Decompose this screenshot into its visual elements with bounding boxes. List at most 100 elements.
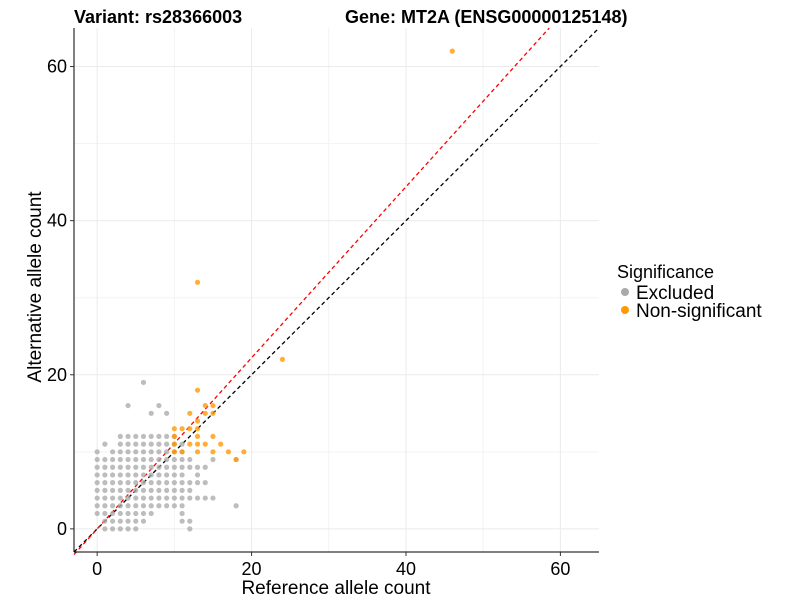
data-point-non-significant	[194, 426, 201, 432]
data-point-excluded	[148, 503, 154, 509]
data-point-excluded	[156, 456, 162, 463]
data-point-excluded	[194, 472, 201, 478]
data-point-excluded	[110, 464, 116, 470]
data-point-excluded	[156, 441, 162, 447]
x-tick-label: 0	[92, 559, 102, 579]
data-point-excluded	[194, 464, 201, 470]
data-point-excluded	[117, 495, 123, 501]
data-point-excluded	[117, 526, 123, 532]
data-point-non-significant	[171, 433, 177, 440]
data-point-excluded	[148, 480, 154, 486]
data-point-excluded	[94, 480, 100, 486]
data-point-non-significant	[171, 441, 177, 447]
data-point-excluded	[133, 456, 139, 463]
data-point-excluded	[202, 480, 208, 486]
data-point-non-significant	[187, 441, 193, 447]
data-point-excluded	[94, 464, 100, 470]
data-point-excluded	[164, 472, 170, 478]
data-point-excluded	[117, 456, 123, 463]
data-point-non-significant	[171, 426, 177, 432]
data-point-excluded	[164, 410, 170, 416]
data-point-excluded	[171, 487, 177, 493]
data-point-excluded	[140, 518, 147, 524]
data-points	[94, 48, 455, 532]
data-point-excluded	[164, 480, 170, 486]
data-point-excluded	[148, 464, 154, 470]
legend-title: Significance	[617, 262, 714, 282]
data-point-excluded	[110, 456, 116, 463]
data-point-excluded	[102, 441, 108, 447]
data-point-excluded	[156, 449, 162, 455]
data-point-excluded	[133, 526, 139, 532]
data-point-excluded	[125, 480, 131, 486]
data-point-excluded	[110, 510, 116, 517]
data-point-excluded	[140, 379, 147, 386]
data-point-excluded	[110, 472, 116, 478]
data-point-excluded	[148, 449, 154, 455]
data-point-excluded	[171, 495, 177, 501]
data-point-non-significant	[187, 410, 193, 416]
data-point-excluded	[179, 510, 185, 517]
data-point-excluded	[179, 495, 185, 501]
data-point-excluded	[164, 456, 170, 463]
data-point-excluded	[148, 487, 154, 493]
data-point-excluded	[187, 480, 193, 486]
data-point-excluded	[110, 518, 116, 524]
data-point-non-significant	[279, 356, 286, 362]
data-point-excluded	[148, 472, 154, 478]
grid	[74, 28, 599, 552]
y-tick-label: 60	[47, 57, 67, 77]
data-point-excluded	[133, 441, 139, 447]
data-point-non-significant	[210, 410, 216, 416]
data-point-non-significant	[210, 433, 216, 440]
data-point-excluded	[179, 518, 185, 524]
data-point-excluded	[164, 449, 170, 455]
data-point-excluded	[179, 480, 185, 486]
data-point-excluded	[102, 510, 108, 517]
data-point-excluded	[110, 495, 116, 501]
data-point-excluded	[125, 518, 131, 524]
data-point-excluded	[164, 503, 170, 509]
data-point-non-significant	[194, 418, 201, 424]
x-tick-label: 40	[396, 559, 416, 579]
data-point-non-significant	[225, 449, 232, 455]
data-point-excluded	[140, 480, 147, 486]
data-point-excluded	[148, 510, 154, 517]
data-point-excluded	[179, 487, 185, 493]
data-point-excluded	[102, 526, 108, 532]
data-point-excluded	[117, 472, 123, 478]
x-tick-label: 60	[550, 559, 570, 579]
data-point-excluded	[210, 495, 216, 501]
data-point-excluded	[164, 441, 170, 447]
data-point-non-significant	[171, 449, 177, 455]
data-point-excluded	[140, 449, 147, 455]
legend-label: Excluded	[636, 283, 714, 304]
data-point-excluded	[133, 503, 139, 509]
data-point-excluded	[125, 472, 131, 478]
data-point-excluded	[125, 402, 131, 409]
data-point-excluded	[110, 526, 116, 532]
data-point-non-significant	[179, 426, 185, 432]
data-point-excluded	[187, 518, 193, 524]
data-point-excluded	[187, 526, 193, 532]
data-point-non-significant	[202, 410, 208, 416]
data-point-excluded	[156, 487, 162, 493]
data-point-excluded	[164, 487, 170, 493]
data-point-excluded	[117, 510, 123, 517]
data-point-excluded	[156, 495, 162, 501]
data-point-excluded	[179, 503, 185, 509]
y-axis-title: Alternative allele count	[25, 191, 46, 383]
data-point-excluded	[117, 487, 123, 493]
legend-key-excluded	[621, 288, 629, 296]
reference-lines	[73, 27, 600, 555]
data-point-excluded	[133, 518, 139, 524]
data-point-excluded	[133, 472, 139, 478]
data-point-non-significant	[210, 402, 216, 409]
y-tick-label: 0	[57, 519, 67, 539]
data-point-non-significant	[194, 441, 201, 447]
data-point-excluded	[117, 464, 123, 470]
data-point-excluded	[140, 472, 147, 478]
data-point-excluded	[140, 464, 147, 470]
y-tick-label: 20	[47, 365, 67, 385]
